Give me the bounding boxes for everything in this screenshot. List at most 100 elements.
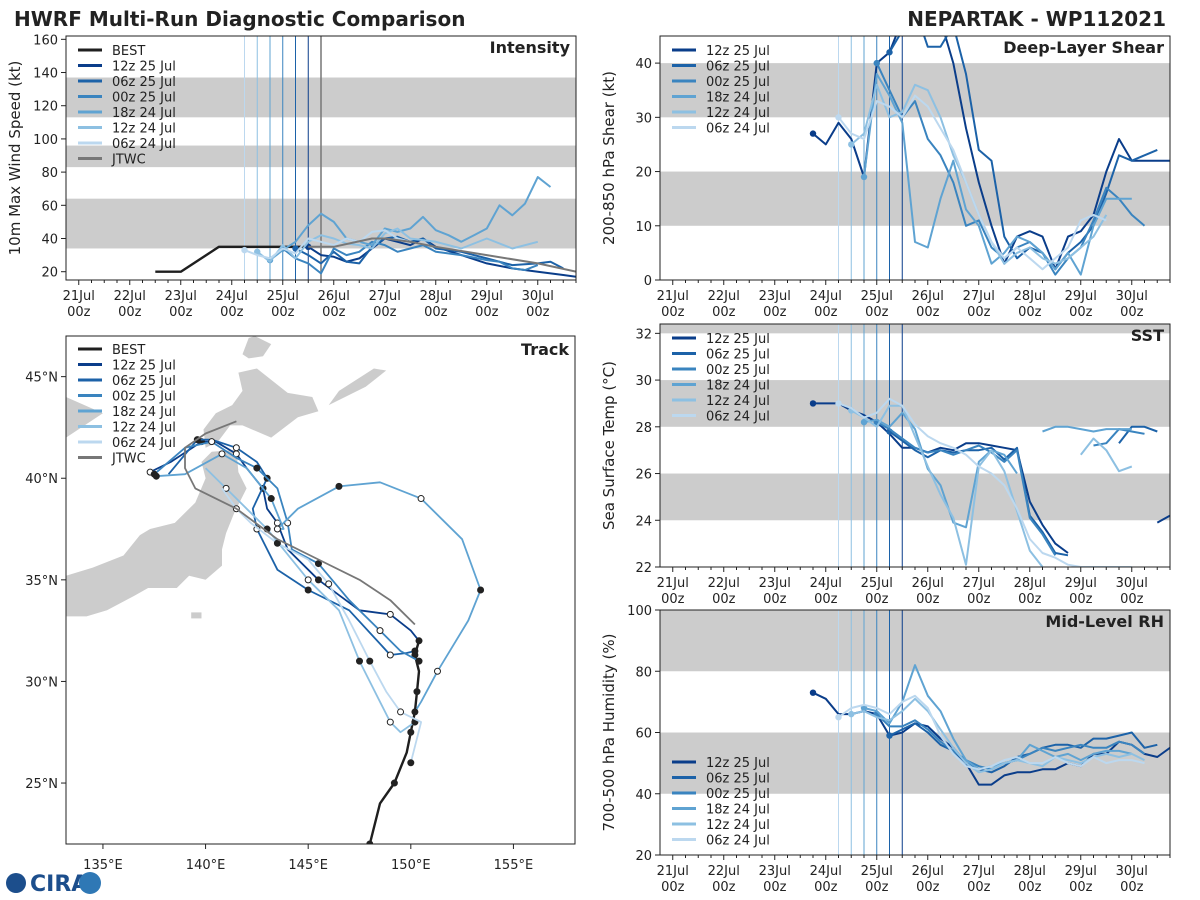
- rh-ytick-label-4: 100: [627, 604, 652, 619]
- track-line-jtwc: [184, 420, 416, 626]
- sst-xtick-sub-5: 00z: [916, 592, 940, 607]
- figure-title: HWRF Multi-Run Diagnostic Comparison: [14, 7, 465, 31]
- track-ytick-label-4: 45°N: [25, 371, 58, 386]
- sst-init-point-06z-24-jul: [835, 400, 842, 407]
- sst-xtick-sub-4: 00z: [865, 592, 889, 607]
- intensity-xtick-label-6: 27Jul: [369, 289, 401, 304]
- rh-xtick-sub-5: 00z: [916, 880, 940, 895]
- rh-xtick-sub-7: 00z: [1018, 880, 1042, 895]
- sst-line-06z-25-jul: [888, 425, 1158, 557]
- cira-logo-swirl-icon: [79, 872, 101, 894]
- shear-legend-label-06z-25-jul: 06z 25 Jul: [706, 60, 770, 75]
- track-point-00z-25-jul: [208, 438, 216, 446]
- intensity-legend-label-jtwc: JTWC: [111, 153, 146, 168]
- shear-xtick-label-1: 22Jul: [708, 289, 740, 304]
- track-legend-label-best: BEST: [112, 343, 145, 358]
- intensity-ytick-label-1: 40: [41, 233, 58, 248]
- land-kurils: [328, 368, 387, 406]
- sst-ylabel: Sea Surface Temp (°C): [600, 361, 618, 530]
- land-izu-islands: [191, 612, 202, 619]
- track-xtick-label-0: 135°E: [83, 858, 123, 873]
- track-legend-label-06z-25-jul: 06z 25 Jul: [112, 374, 176, 389]
- track-ytick-label-0: 25°N: [25, 777, 58, 792]
- sst-xtick-label-7: 28Jul: [1014, 576, 1046, 591]
- track-ytick-label-3: 40°N: [25, 472, 58, 487]
- track-point-18z-24-jul: [273, 525, 281, 533]
- shear-xtick-sub-8: 00z: [1069, 305, 1093, 320]
- rh-line-06z-24-jul: [837, 694, 1145, 771]
- track-xtick-label-1: 140°E: [186, 858, 226, 873]
- rh-init-point-18z-24-jul: [860, 704, 868, 712]
- shear-legend-label-06z-24-jul: 06z 24 Jul: [706, 122, 770, 137]
- track-line-best: [368, 640, 421, 844]
- intensity-xtick-sub-3: 00z: [220, 305, 244, 320]
- shear-line-12z-25-jul: [812, 36, 1170, 271]
- rh-xtick-label-7: 28Jul: [1014, 864, 1046, 879]
- intensity-xtick-sub-2: 00z: [169, 305, 193, 320]
- track-point-06z-24-jul: [407, 759, 415, 767]
- sst-xtick-label-9: 30Jul: [1116, 576, 1148, 591]
- land-hokkaido: [203, 368, 319, 448]
- shear-xtick-label-4: 25Jul: [861, 289, 893, 304]
- track-legend-label-12z-24-jul: 12z 24 Jul: [112, 421, 176, 436]
- sst-xtick-label-6: 27Jul: [963, 576, 995, 591]
- sst-series: [809, 397, 1170, 567]
- track-point-12z-25-jul: [386, 610, 394, 618]
- intensity-line-jtwc: [308, 237, 576, 273]
- intensity-panel: 2040608010012014016021Jul00z22Jul00z23Ju…: [6, 33, 577, 320]
- track-line-06z-25-jul: [167, 438, 416, 656]
- shear-legend-label-18z-24-jul: 18z 24 Jul: [706, 91, 770, 106]
- rh-title: Mid-Level RH: [1045, 612, 1164, 631]
- shear-title: Deep-Layer Shear: [1003, 38, 1164, 57]
- shear-band-1: [660, 63, 1170, 118]
- shear-xtick-sub-0: 00z: [661, 305, 685, 320]
- shear-ytick-label-3: 30: [635, 111, 652, 126]
- shear-xtick-sub-9: 00z: [1120, 305, 1144, 320]
- track-point-00z-25-jul: [253, 464, 261, 472]
- intensity-title: Intensity: [490, 38, 571, 57]
- shear-legend-label-12z-24-jul: 12z 24 Jul: [706, 106, 770, 121]
- rh-legend-label-06z-24-jul: 06z 24 Jul: [706, 834, 770, 849]
- rh-line-12z-25-jul: [812, 691, 1170, 786]
- track-point-00z-25-jul: [415, 657, 423, 665]
- track-xtick-label-2: 145°E: [288, 858, 328, 873]
- shear-xtick-label-6: 27Jul: [963, 289, 995, 304]
- shear-xtick-label-8: 29Jul: [1065, 289, 1097, 304]
- rh-line-12z-24-jul: [851, 697, 1145, 774]
- track-point-best: [390, 779, 398, 787]
- rh-legend-label-12z-24-jul: 12z 24 Jul: [706, 818, 770, 833]
- track-point-12z-24-jul: [355, 657, 363, 665]
- intensity-xtick-label-0: 21Jul: [63, 289, 95, 304]
- track-point-06z-24-jul: [397, 708, 405, 716]
- track-point-12z-25-jul: [415, 637, 423, 645]
- track-point-06z-25-jul: [411, 647, 419, 655]
- shear-init-point-12z-25-jul: [809, 130, 817, 137]
- rh-line-06z-25-jul: [889, 722, 1158, 774]
- sst-init-point-12z-25-jul: [809, 400, 817, 407]
- track-frame: [65, 335, 576, 845]
- shear-xtick-label-9: 30Jul: [1116, 289, 1148, 304]
- rh-xtick-sub-0: 00z: [661, 880, 685, 895]
- intensity-legend-label-06z-24-jul: 06z 24 Jul: [112, 137, 176, 152]
- intensity-ytick-label-7: 160: [33, 33, 58, 48]
- land-mainland: [66, 397, 103, 438]
- shear-xtick-label-0: 21Jul: [657, 289, 689, 304]
- rh-xtick-sub-2: 00z: [763, 880, 787, 895]
- track-title: Track: [521, 340, 569, 359]
- rh-xtick-sub-8: 00z: [1069, 880, 1093, 895]
- intensity-xtick-sub-0: 00z: [67, 305, 91, 320]
- track-point-12z-24-jul: [304, 576, 312, 584]
- rh-legend-label-12z-25-jul: 12z 25 Jul: [706, 756, 770, 771]
- rh-xtick-sub-9: 00z: [1120, 880, 1144, 895]
- sst-xtick-label-2: 23Jul: [759, 576, 791, 591]
- sst-xtick-sub-6: 00z: [967, 592, 991, 607]
- track-point-00z-25-jul: [376, 627, 384, 635]
- intensity-line-18z-24-jul: [269, 176, 552, 261]
- intensity-init-point-06z-24-jul: [241, 246, 248, 254]
- rh-legend-label-06z-25-jul: 06z 25 Jul: [706, 772, 770, 787]
- shear-xtick-label-2: 23Jul: [759, 289, 791, 304]
